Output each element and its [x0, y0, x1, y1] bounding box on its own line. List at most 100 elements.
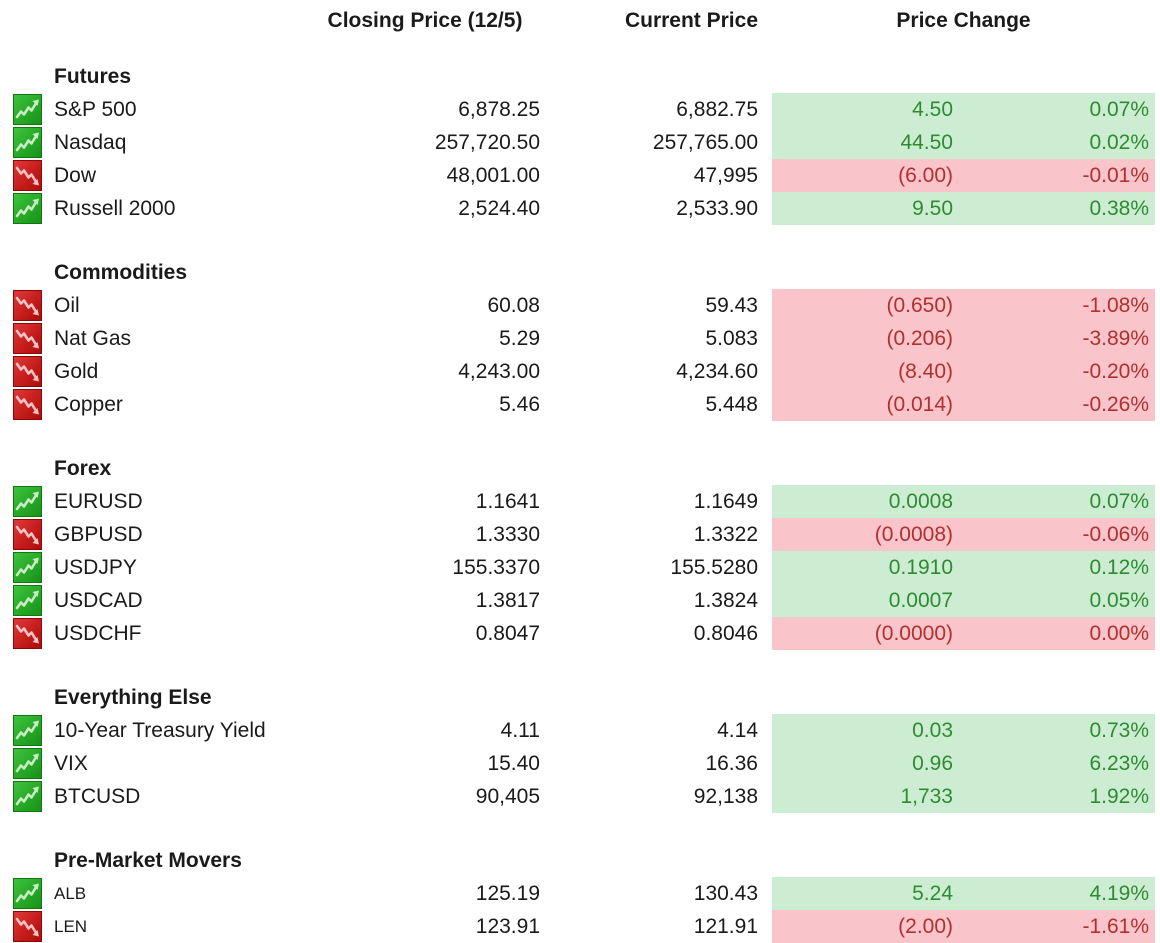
current-price-cell[interactable]: 47,995	[693, 163, 758, 187]
price-change-pct-cell[interactable]: -0.01%	[990, 159, 1155, 192]
price-change-pct-cell[interactable]: 0.07%	[990, 485, 1155, 518]
price-change-cell[interactable]: 9.50	[772, 192, 990, 225]
price-change-cell[interactable]: 0.03	[772, 714, 990, 747]
instrument-label-cell[interactable]: Oil	[54, 293, 80, 317]
price-change-cell[interactable]: 0.0007	[772, 584, 990, 617]
price-change-pct-cell[interactable]: 4.19%	[990, 877, 1155, 910]
instrument-label-cell[interactable]: Dow	[54, 163, 97, 187]
price-change-cell[interactable]: (0.206)	[772, 322, 990, 355]
instrument-label-cell[interactable]: S&P 500	[54, 97, 137, 121]
current-price-cell[interactable]: 155.5280	[670, 555, 758, 579]
price-change-pct-cell[interactable]: 0.12%	[990, 551, 1155, 584]
current-price-cell[interactable]: 4,234.60	[676, 359, 758, 383]
current-price-cell[interactable]: 92,138	[693, 784, 758, 808]
closing-price-cell[interactable]: 1.3330	[475, 522, 540, 546]
price-change-pct-cell[interactable]: 6.23%	[990, 747, 1155, 780]
current-price-cell[interactable]: 1.3322	[693, 522, 758, 546]
instrument-label-cell[interactable]: Copper	[54, 392, 123, 416]
closing-price-cell[interactable]: 123.91	[475, 914, 540, 938]
closing-price-cell[interactable]: 5.29	[499, 326, 540, 350]
closing-price-cell[interactable]: 1.3817	[475, 588, 540, 612]
instrument-label-cell[interactable]: GBPUSD	[54, 522, 143, 546]
closing-price-cell[interactable]: 15.40	[487, 751, 540, 775]
price-change-pct-cell[interactable]: -3.89%	[990, 322, 1155, 355]
price-change-pct-cell[interactable]: 0.05%	[990, 584, 1155, 617]
section-title[interactable]: Forex	[54, 456, 112, 480]
instrument-label-cell[interactable]: EURUSD	[54, 489, 143, 513]
closing-price-cell[interactable]: 60.08	[487, 293, 540, 317]
closing-price-cell[interactable]: 1.1641	[475, 489, 540, 513]
closing-price-cell[interactable]: 5.46	[499, 392, 540, 416]
current-price-cell[interactable]: 6,882.75	[676, 97, 758, 121]
closing-price-cell[interactable]: 257,720.50	[434, 130, 540, 154]
closing-price-column-header[interactable]: Closing Price (12/5)	[327, 9, 523, 32]
price-change-cell[interactable]: (8.40)	[772, 355, 990, 388]
price-change-pct-cell[interactable]: 0.00%	[990, 617, 1155, 650]
current-price-cell[interactable]: 2,533.90	[676, 196, 758, 220]
closing-price-cell[interactable]: 4.11	[500, 718, 540, 742]
price-change-cell[interactable]: (0.014)	[772, 388, 990, 421]
price-change-pct-cell[interactable]: -0.06%	[990, 518, 1155, 551]
closing-price-cell[interactable]: 4,243.00	[458, 359, 540, 383]
price-change-pct-cell[interactable]: 1.92%	[990, 780, 1155, 813]
current-price-cell[interactable]: 1.3824	[693, 588, 758, 612]
price-change-cell[interactable]: 5.24	[772, 877, 990, 910]
current-price-column-header[interactable]: Current Price	[624, 9, 758, 32]
price-change-cell[interactable]: (0.650)	[772, 289, 990, 322]
instrument-label-cell[interactable]: Nasdaq	[54, 130, 127, 154]
price-change-cell[interactable]: 0.96	[772, 747, 990, 780]
price-change-pct-cell[interactable]: 0.73%	[990, 714, 1155, 747]
price-change-pct-cell[interactable]: 0.07%	[990, 93, 1155, 126]
section-title[interactable]: Pre-Market Movers	[54, 848, 242, 872]
instrument-label-cell[interactable]: USDCAD	[54, 588, 143, 612]
price-change-pct-cell[interactable]: 0.38%	[990, 192, 1155, 225]
price-change-cell[interactable]: 0.0008	[772, 485, 990, 518]
price-change-pct-cell[interactable]: 0.02%	[990, 126, 1155, 159]
instrument-label-cell[interactable]: 10-Year Treasury Yield	[54, 718, 266, 742]
instrument-label-cell[interactable]: LEN	[54, 916, 88, 936]
closing-price-cell[interactable]: 155.3370	[452, 555, 540, 579]
price-change-pct-cell[interactable]: -0.26%	[990, 388, 1155, 421]
price-change-column-header[interactable]: Price Change	[896, 9, 1031, 32]
current-price-cell[interactable]: 59.43	[705, 293, 758, 317]
instrument-label-cell[interactable]: ALB	[54, 883, 87, 903]
current-price-cell[interactable]: 4.14	[717, 718, 758, 742]
current-price-cell[interactable]: 257,765.00	[652, 130, 758, 154]
section-title[interactable]: Futures	[54, 64, 132, 88]
instrument-label-cell[interactable]: Gold	[54, 359, 99, 383]
current-price-cell[interactable]: 1.1649	[693, 489, 758, 513]
current-price-cell[interactable]: 130.43	[693, 881, 758, 905]
table-row: BTCUSD 90,405 92,138 1,733 1.92%	[0, 780, 1160, 813]
instrument-label-cell[interactable]: USDCHF	[54, 621, 142, 645]
instrument-label-cell[interactable]: Russell 2000	[54, 196, 176, 220]
price-change-cell[interactable]: 0.1910	[772, 551, 990, 584]
price-change-cell[interactable]: (6.00)	[772, 159, 990, 192]
current-price-cell[interactable]: 5.448	[705, 392, 758, 416]
price-change-cell[interactable]: 44.50	[772, 126, 990, 159]
instrument-label-cell[interactable]: VIX	[54, 751, 88, 775]
current-price-cell[interactable]: 0.8046	[693, 621, 758, 645]
closing-price-cell[interactable]: 90,405	[475, 784, 540, 808]
current-price-cell[interactable]: 121.91	[693, 914, 758, 938]
closing-price-cell[interactable]: 6,878.25	[458, 97, 540, 121]
section-title[interactable]: Commodities	[54, 260, 188, 284]
closing-price-cell[interactable]: 2,524.40	[458, 196, 540, 220]
current-price-cell[interactable]: 16.36	[705, 751, 758, 775]
closing-price-cell[interactable]: 48,001.00	[446, 163, 540, 187]
price-change-pct-cell[interactable]: -0.20%	[990, 355, 1155, 388]
uptrend-sparkline-icon	[13, 193, 42, 224]
price-change-cell[interactable]: 1,733	[772, 780, 990, 813]
instrument-label-cell[interactable]: BTCUSD	[54, 784, 141, 808]
price-change-cell[interactable]: (0.0000)	[772, 617, 990, 650]
price-change-cell[interactable]: (0.0008)	[772, 518, 990, 551]
price-change-cell[interactable]: (2.00)	[772, 910, 990, 943]
closing-price-cell[interactable]: 125.19	[475, 881, 540, 905]
price-change-pct-cell[interactable]: -1.61%	[990, 910, 1155, 943]
price-change-pct-cell[interactable]: -1.08%	[990, 289, 1155, 322]
closing-price-cell[interactable]: 0.8047	[475, 621, 540, 645]
instrument-label-cell[interactable]: Nat Gas	[54, 326, 132, 350]
section-title[interactable]: Everything Else	[54, 685, 212, 709]
price-change-cell[interactable]: 4.50	[772, 93, 990, 126]
instrument-label-cell[interactable]: USDJPY	[54, 555, 137, 579]
current-price-cell[interactable]: 5.083	[705, 326, 758, 350]
